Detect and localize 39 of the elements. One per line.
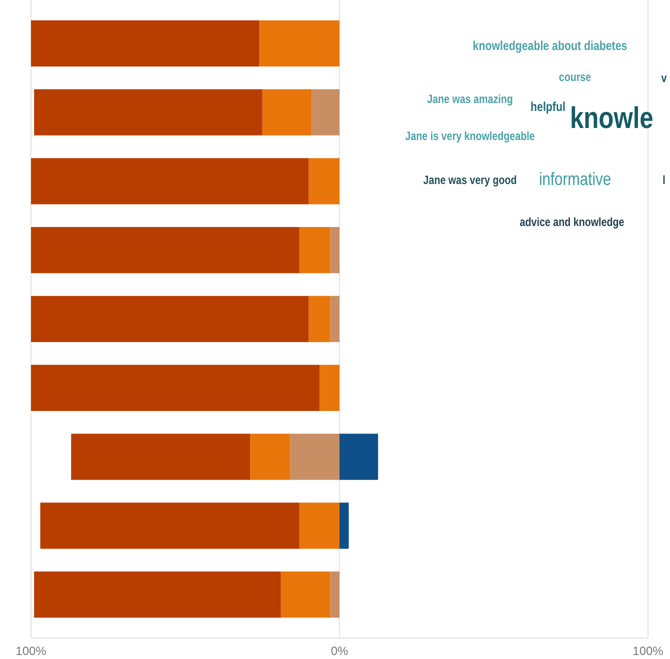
bar (299, 502, 340, 549)
bar (340, 502, 349, 549)
bar (340, 434, 378, 480)
bar (259, 20, 340, 66)
bar (31, 227, 300, 274)
bar (34, 572, 281, 618)
bar (319, 364, 340, 411)
text: l (662, 174, 666, 188)
annotation: Jane was amazing (427, 93, 513, 106)
x-tick-label: 100% (16, 644, 47, 658)
bar (290, 434, 340, 480)
annotation: knowledgeable about diabetes (472, 38, 628, 54)
annotation: informative (538, 170, 612, 190)
bar (34, 89, 262, 136)
bar (71, 434, 250, 480)
bar (299, 227, 330, 274)
bar (280, 572, 330, 618)
bar (330, 572, 340, 618)
text: v (661, 72, 668, 86)
bar (31, 296, 309, 342)
x-tick-label: 100% (632, 644, 664, 658)
bar (262, 89, 312, 136)
bar (31, 364, 320, 411)
annotation: course (558, 71, 592, 84)
bar (31, 20, 260, 66)
bar (250, 434, 290, 480)
bar (308, 158, 340, 204)
bar (31, 158, 309, 204)
bar (40, 502, 300, 549)
annotation: Jane was very good (423, 174, 517, 188)
bar (330, 227, 340, 274)
annotation: knowle (570, 100, 654, 135)
bar (308, 296, 330, 342)
x-tick-label: 0% (330, 644, 348, 658)
annotation: advice and knowledge (520, 216, 624, 230)
annotation: Jane is very knowledgeable (405, 130, 535, 144)
bar (312, 89, 340, 136)
bar (330, 296, 340, 342)
annotation: helpful (530, 98, 566, 114)
